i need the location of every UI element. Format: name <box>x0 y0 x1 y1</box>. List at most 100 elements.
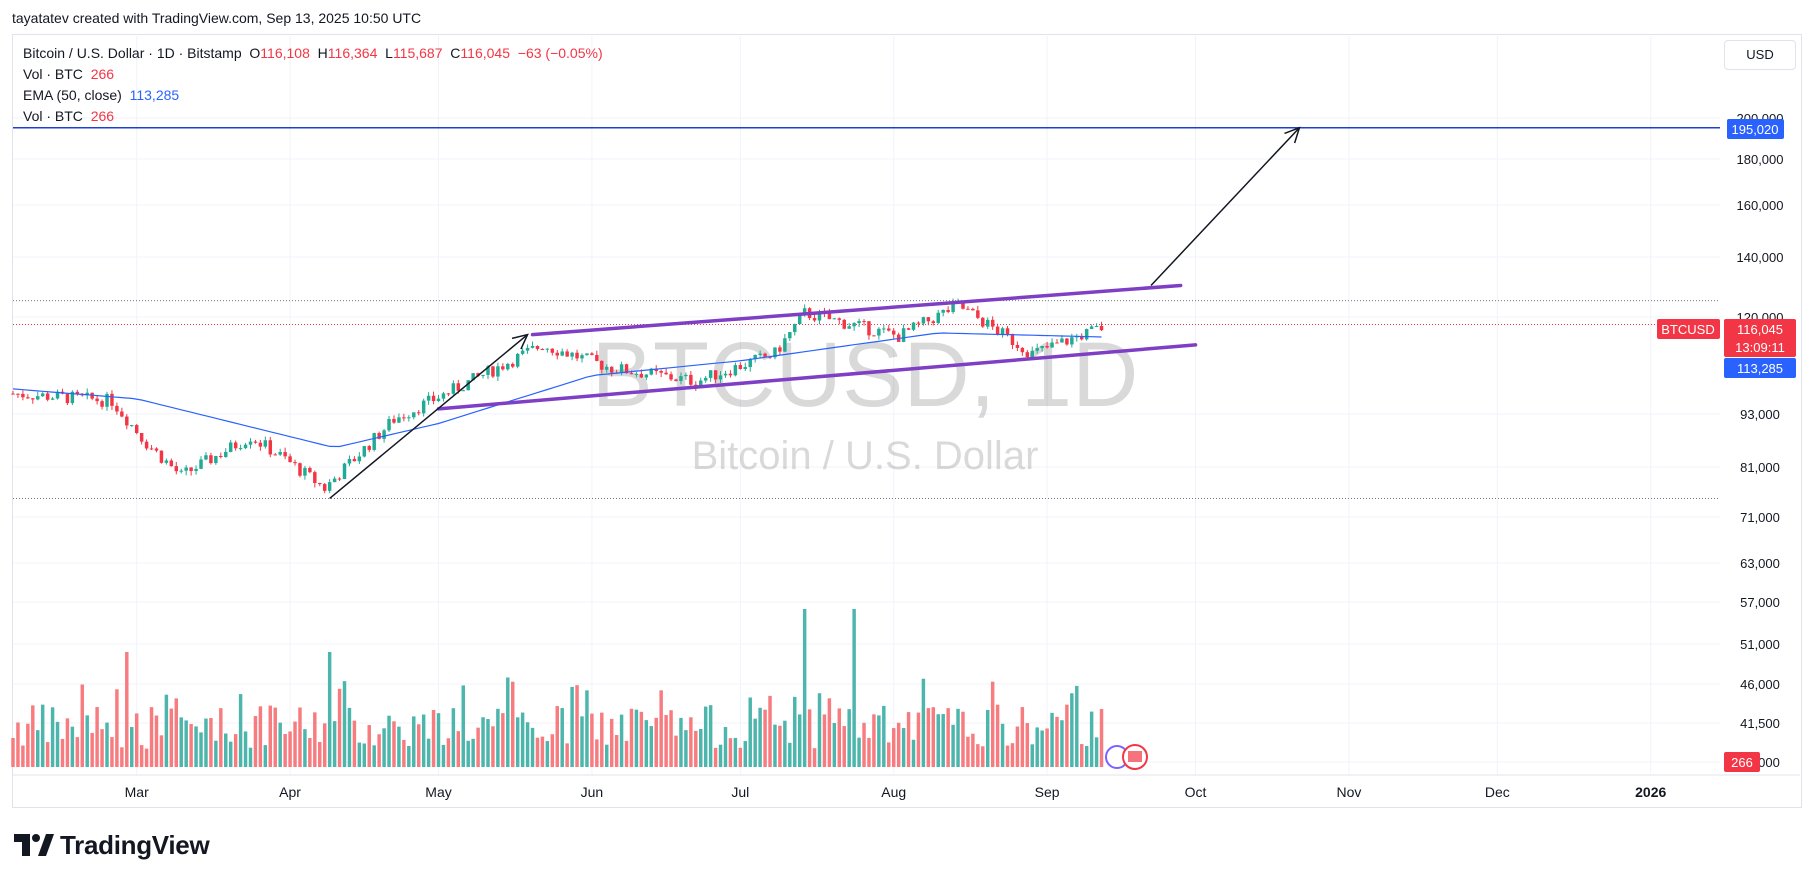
candle-body[interactable] <box>763 353 767 357</box>
candle-body[interactable] <box>802 308 807 315</box>
candle-body[interactable] <box>689 374 693 385</box>
candle-body[interactable] <box>130 425 134 427</box>
volume-bar[interactable] <box>392 721 396 767</box>
volume-bar[interactable] <box>748 697 752 767</box>
volume-bar[interactable] <box>872 714 876 767</box>
volume-bar[interactable] <box>16 722 20 767</box>
candle-body[interactable] <box>540 348 545 350</box>
candle-body[interactable] <box>832 318 837 320</box>
volume-bar[interactable] <box>189 724 193 767</box>
candle-body[interactable] <box>125 416 129 426</box>
volume-bar[interactable] <box>758 707 762 767</box>
volume-bar[interactable] <box>699 728 703 767</box>
candle-body[interactable] <box>699 380 703 387</box>
candle-body[interactable] <box>812 318 817 321</box>
candle-body[interactable] <box>985 319 990 327</box>
candle-body[interactable] <box>382 430 386 439</box>
candle-body[interactable] <box>570 352 574 357</box>
candle-body[interactable] <box>1035 348 1039 351</box>
candle-body[interactable] <box>288 456 292 463</box>
candle-body[interactable] <box>520 350 525 354</box>
candle-body[interactable] <box>120 411 124 417</box>
volume-bar[interactable] <box>115 689 119 767</box>
volume-bar[interactable] <box>357 742 362 767</box>
volume-bar[interactable] <box>560 708 564 767</box>
volume-bar[interactable] <box>624 740 629 767</box>
candle-body[interactable] <box>951 302 955 313</box>
volume-bar[interactable] <box>540 736 545 767</box>
candle-body[interactable] <box>862 321 866 323</box>
volume-bar[interactable] <box>11 738 15 767</box>
volume-bar[interactable] <box>575 685 579 767</box>
candle-body[interactable] <box>931 321 936 324</box>
volume-bar[interactable] <box>322 723 327 767</box>
volume-bar[interactable] <box>941 714 945 767</box>
volume-bar[interactable] <box>525 722 530 767</box>
candle-body[interactable] <box>337 478 342 480</box>
volume-bar[interactable] <box>713 747 718 767</box>
volume-bar[interactable] <box>931 707 936 767</box>
candle-body[interactable] <box>605 366 609 370</box>
volume-bar[interactable] <box>778 725 782 767</box>
volume-bar[interactable] <box>619 714 624 767</box>
channel-lower-line[interactable] <box>436 343 1198 411</box>
candle-body[interactable] <box>926 317 931 322</box>
volume-bar[interactable] <box>896 722 901 767</box>
candle-body[interactable] <box>377 433 381 439</box>
volume-bar[interactable] <box>238 694 243 767</box>
candle-body[interactable] <box>110 393 114 406</box>
volume-bar[interactable] <box>332 721 337 767</box>
volume-bar[interactable] <box>1065 704 1069 767</box>
volume-bar[interactable] <box>1099 709 1104 767</box>
candle-body[interactable] <box>506 363 510 370</box>
volume-bar[interactable] <box>1060 720 1064 767</box>
volume-bar[interactable] <box>837 708 842 767</box>
candle-body[interactable] <box>436 398 441 402</box>
candle-body[interactable] <box>753 354 757 360</box>
candle-body[interactable] <box>1070 337 1074 345</box>
volume-bar[interactable] <box>491 726 495 767</box>
volume-bar[interactable] <box>995 704 1000 767</box>
volume-bar[interactable] <box>253 716 258 767</box>
candle-body[interactable] <box>40 393 45 397</box>
candle-body[interactable] <box>357 456 362 462</box>
candle-body[interactable] <box>778 347 782 352</box>
volume-bar[interactable] <box>985 709 990 767</box>
candle-body[interactable] <box>1020 347 1025 353</box>
candle-body[interactable] <box>169 460 174 467</box>
volume-bar[interactable] <box>258 706 263 767</box>
candle-body[interactable] <box>748 359 752 368</box>
volume-bar[interactable] <box>283 733 287 767</box>
volume-bar[interactable] <box>337 688 342 767</box>
volume-bar[interactable] <box>882 705 886 767</box>
volume-bar[interactable] <box>273 707 277 767</box>
candle-body[interactable] <box>600 360 604 370</box>
candle-body[interactable] <box>733 365 738 376</box>
volume-bar[interactable] <box>857 737 861 767</box>
candle-body[interactable] <box>397 417 401 423</box>
candle-body[interactable] <box>684 374 688 377</box>
volume-bar[interactable] <box>85 715 89 767</box>
volume-bar[interactable] <box>664 715 668 767</box>
arrow-1[interactable] <box>329 333 529 500</box>
candle-body[interactable] <box>768 356 772 358</box>
volume-bar[interactable] <box>169 708 174 767</box>
volume-bar[interactable] <box>387 715 391 767</box>
volume-bar[interactable] <box>55 721 60 767</box>
candle-body[interactable] <box>466 380 470 391</box>
volume-bar[interactable] <box>832 723 837 767</box>
candle-body[interactable] <box>421 400 426 414</box>
volume-bar[interactable] <box>367 725 371 767</box>
volume-bar[interactable] <box>1015 726 1020 767</box>
volume-bar[interactable] <box>313 712 317 767</box>
candle-body[interactable] <box>36 396 40 400</box>
volume-bar[interactable] <box>402 739 406 767</box>
candle-body[interactable] <box>95 398 99 402</box>
volume-bar[interactable] <box>1020 707 1025 767</box>
candle-body[interactable] <box>219 455 223 457</box>
volume-bar[interactable] <box>1094 737 1099 767</box>
volume-bar[interactable] <box>1089 711 1094 767</box>
volume-bar[interactable] <box>906 712 911 767</box>
candle-body[interactable] <box>85 392 89 396</box>
candle-body[interactable] <box>16 393 20 395</box>
